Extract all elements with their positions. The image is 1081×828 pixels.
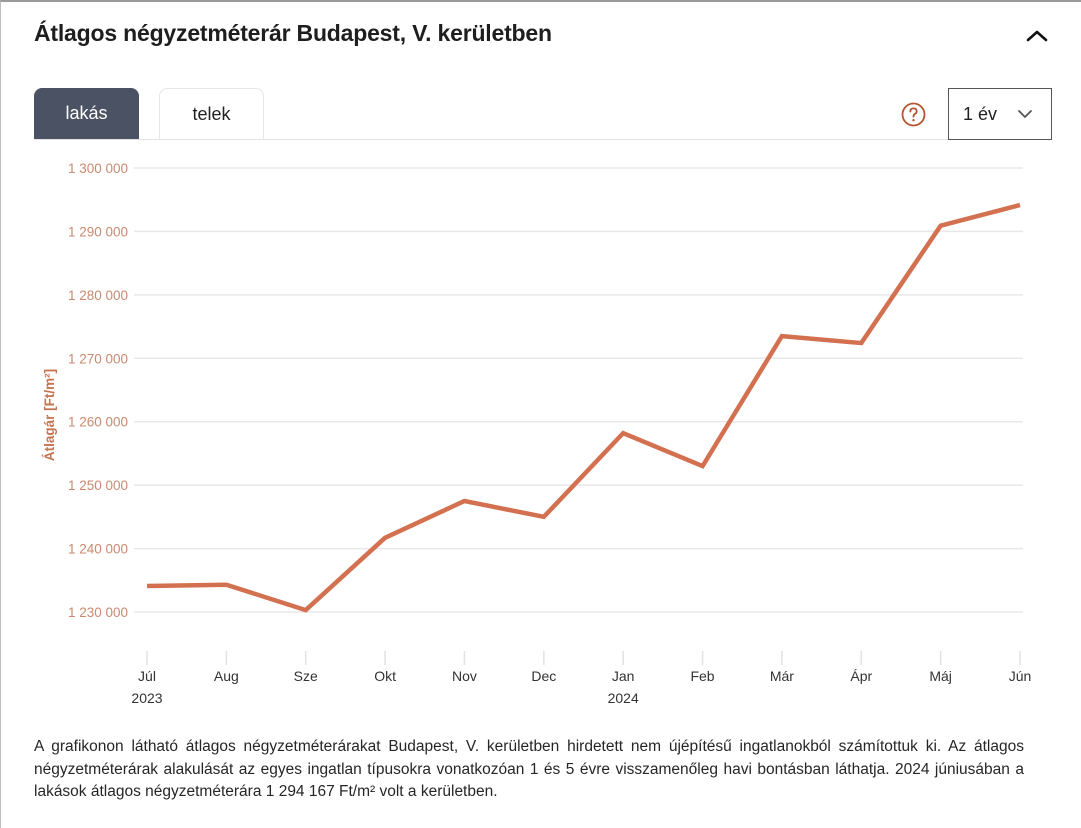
x-year-label: 2023 (131, 690, 162, 706)
tab-telek[interactable]: telek (159, 88, 264, 139)
period-select[interactable]: 1 év (948, 88, 1052, 140)
x-tick-label: Sze (294, 668, 318, 684)
chart-svg: 1 230 000 1 240 000 1 250 000 1 260 000 1 27… (42, 161, 1032, 706)
x-tick-label: Nov (452, 668, 477, 684)
y-tick-label: 1 240 000 (68, 542, 128, 557)
y-axis-title: Átlagár [Ft/m²] (42, 369, 57, 461)
question-circle-icon (901, 102, 926, 127)
x-tick-label: Máj (929, 668, 952, 684)
x-tick-label: Jan (612, 668, 635, 684)
help-button[interactable] (901, 102, 926, 127)
y-tick-label: 1 230 000 (68, 605, 128, 620)
y-tick-label: 1 260 000 (68, 415, 128, 430)
price-line-chart: 1 230 000 1 240 000 1 250 000 1 260 000 1 27… (1, 142, 1081, 722)
chevron-down-icon (1018, 110, 1032, 118)
chevron-up-icon (1026, 30, 1048, 42)
series-line-lakás (146, 202, 1021, 613)
x-tick-label: Aug (214, 668, 239, 684)
x-tick-label: Ápr (850, 668, 872, 684)
property-type-tabs: lakás telek (34, 88, 264, 139)
y-tick-label: 1 280 000 (68, 288, 128, 303)
y-tick-label: 1 270 000 (68, 351, 128, 366)
y-tick-label: 1 290 000 (68, 224, 128, 239)
chart-footnote: A grafikonon látható átlagos négyzetméte… (34, 738, 1024, 800)
period-select-value: 1 év (963, 103, 998, 124)
collapse-button[interactable] (1023, 22, 1051, 50)
tab-lakas[interactable]: lakás (34, 88, 139, 139)
x-year-label: 2024 (608, 690, 639, 706)
x-tick-label: Jún (1009, 668, 1032, 684)
card-title: Átlagos négyzetméterár Budapest, V. kerü… (34, 20, 552, 46)
y-tick-label: 1 300 000 (68, 161, 128, 176)
x-tick-label: Dec (531, 668, 556, 684)
tabs-divider (34, 139, 1024, 140)
x-tick-label: Okt (374, 668, 396, 684)
x-tick-label: Már (770, 668, 794, 684)
y-tick-label: 1 250 000 (68, 478, 128, 493)
x-tick-label: Feb (690, 668, 714, 684)
x-tick-label: Júl (138, 668, 156, 684)
